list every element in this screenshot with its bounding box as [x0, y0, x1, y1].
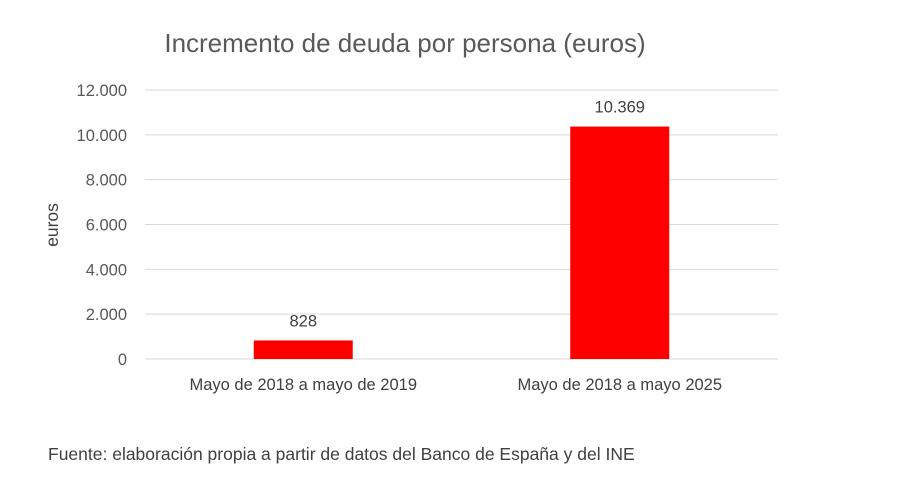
- source-note: Fuente: elaboración propia a partir de d…: [48, 444, 635, 464]
- y-tick-label: 12.000: [77, 82, 127, 100]
- x-tick-label: Mayo de 2018 a mayo de 2019: [190, 376, 418, 394]
- y-tick-label: 10.000: [77, 127, 127, 145]
- bar: [570, 126, 670, 359]
- y-tick-label: 2.000: [86, 306, 127, 324]
- x-tick-label: Mayo de 2018 a mayo 2025: [517, 376, 722, 394]
- bar: [253, 340, 353, 359]
- y-tick-label: 4.000: [86, 261, 127, 279]
- data-label: 10.369: [595, 99, 645, 117]
- y-tick-label: 8.000: [86, 172, 127, 190]
- data-label: 828: [289, 312, 317, 330]
- y-tick-label: 6.000: [86, 217, 127, 235]
- y-tick-label: 0: [118, 351, 127, 369]
- y-axis-label: euros: [42, 203, 62, 247]
- chart-title: Incremento de deuda por persona (euros): [164, 28, 646, 58]
